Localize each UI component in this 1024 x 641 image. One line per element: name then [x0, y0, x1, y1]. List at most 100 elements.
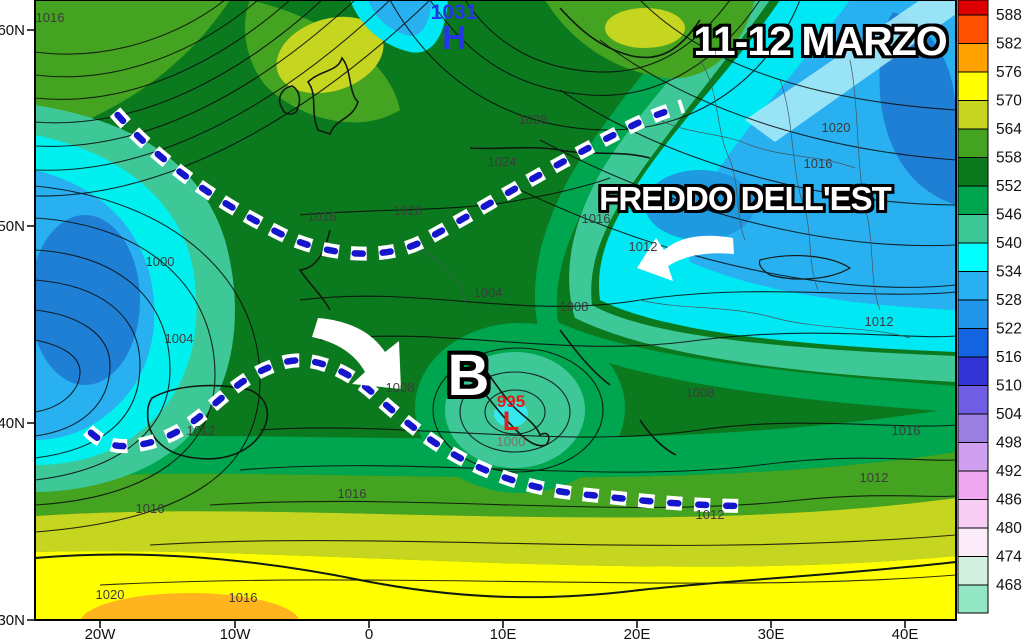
colorbar-tick-label: 582 — [996, 36, 1022, 53]
colorbar-tick-label: 570 — [996, 93, 1022, 110]
colorbar-segment — [957, 470, 989, 500]
colorbar-segment — [957, 413, 989, 443]
colorbar-segment — [957, 356, 989, 386]
lon-axis-label: 10E — [490, 626, 517, 641]
colorbar-segment — [957, 100, 989, 130]
southwest-flow-arrow — [312, 318, 401, 389]
contour-label: 1000 — [146, 254, 175, 269]
contour-label: 1016 — [308, 209, 337, 224]
contour-label: 1020 — [96, 587, 125, 602]
low-pressure-value: 995 — [496, 392, 526, 411]
colorbar-tick-label: 480 — [996, 520, 1022, 537]
contour-label: 1016 — [36, 10, 65, 25]
colorbar-segment — [957, 0, 989, 16]
contour-label: 1020 — [394, 203, 423, 218]
contour-label: 1008 — [686, 385, 715, 400]
colorbar-segment — [957, 43, 989, 73]
geopotential-colorbar: 588 582 576 570 564 558 552 546 540 534 528 522 516 5… — [957, 0, 1022, 614]
isobar-contour-lines — [35, 0, 956, 586]
contour-label: 1016 — [338, 486, 367, 501]
lon-axis-label: 20E — [624, 626, 651, 641]
high-pressure-symbol: H — [442, 19, 466, 56]
colorbar-segment — [957, 214, 989, 244]
colorbar-tick-label: 564 — [996, 121, 1022, 138]
colorbar-segment — [957, 299, 989, 329]
lat-axis-label: 60N — [0, 22, 25, 39]
colorbar-tick-label: 576 — [996, 64, 1022, 81]
contour-label: 1016 — [804, 156, 833, 171]
lon-axis-label: 10W — [220, 626, 252, 641]
contour-label: 1004 — [474, 285, 503, 300]
contour-label: 1012 — [860, 470, 889, 485]
colorbar-tick-label: 474 — [996, 549, 1022, 566]
colorbar-segment — [957, 556, 989, 586]
colorbar-segment — [957, 242, 989, 272]
low-pressure-symbol: L — [502, 406, 520, 436]
contour-value-labels: 1016 1000 1004 1012 1016 1020 1016 1016 1016 1020… — [36, 10, 921, 605]
lon-axis-label: 0 — [365, 626, 373, 641]
colorbar-segment — [957, 527, 989, 557]
jet-stream-dashed-lines — [83, 99, 754, 513]
map-frame — [34, 0, 957, 621]
contour-label: 1020 — [822, 120, 851, 135]
colorbar-tick-label: 558 — [996, 150, 1022, 167]
colorbar-segment — [957, 271, 989, 301]
lon-axis-label: 20W — [85, 626, 117, 641]
country-borders — [419, 59, 911, 339]
axis-ticks-and-labels: 60N 50N 40N 30N 20W 10W 0 10E 20E 30E 40E — [0, 22, 918, 641]
colorbar-segment — [957, 157, 989, 187]
lat-axis-label: 50N — [0, 218, 25, 235]
colorbar-tick-label: 534 — [996, 264, 1022, 281]
contour-label: 1016 — [229, 590, 258, 605]
low-pressure-letter: B — [447, 343, 490, 408]
colorbar-segment — [957, 499, 989, 529]
colorbar-segment — [957, 128, 989, 158]
contour-label: 1012 — [696, 507, 725, 522]
colorbar-tick-label: 516 — [996, 349, 1022, 366]
colorbar-segment — [957, 328, 989, 358]
contour-label: 1008 — [560, 299, 589, 314]
contour-label: 1008 — [386, 380, 415, 395]
contour-label: 1012 — [187, 423, 216, 438]
colorbar-tick-label: 528 — [996, 292, 1022, 309]
colorbar-tick-label: 510 — [996, 378, 1022, 395]
contour-label: 1016 — [892, 423, 921, 438]
contour-label: 1004 — [165, 331, 194, 346]
colorbar-segment — [957, 442, 989, 472]
contour-label: 1012 — [865, 314, 894, 329]
high-pressure-marker: 1031 H — [418, 2, 490, 54]
flow-arrows — [312, 235, 734, 389]
lat-axis-label: 30N — [0, 612, 25, 629]
jet-line-lower-blue — [84, 357, 754, 510]
contour-label: 1016 — [136, 501, 165, 516]
jet-line-upper-blue — [111, 102, 687, 257]
lon-axis-label: 30E — [758, 626, 785, 641]
high-pressure-value: 1031 — [430, 1, 478, 24]
coastlines — [35, 7, 956, 599]
low-pressure-sub-value: 1000 — [496, 434, 526, 449]
colorbar-segment — [957, 385, 989, 415]
colorbar-segment — [957, 584, 989, 614]
colorbar-tick-label: 546 — [996, 207, 1022, 224]
colorbar-tick-label: 486 — [996, 492, 1022, 509]
colorbar-tick-label: 522 — [996, 321, 1022, 338]
contour-label: 1012 — [629, 239, 658, 254]
low-pressure-marker: 995 L 1000 — [481, 393, 541, 448]
colorbar-tick-label: 588 — [996, 7, 1022, 24]
colorbar-tick-label: 492 — [996, 463, 1022, 480]
colorbar-segment — [957, 71, 989, 101]
contour-label: 1024 — [488, 154, 517, 169]
contour-label: 1016 — [582, 211, 611, 226]
east-cold-flow-arrow — [637, 235, 734, 281]
colorbar-tick-label: 498 — [996, 435, 1022, 452]
lat-axis-label: 40N — [0, 415, 25, 432]
contour-label: 1028 — [519, 112, 548, 127]
colorbar-segment — [957, 185, 989, 215]
colorbar-tick-label: 468 — [996, 577, 1022, 594]
cold-air-annotation: FREDDO DELL'EST — [599, 180, 892, 217]
map-color-fills — [35, 0, 956, 620]
colorbar-tick-label: 504 — [996, 406, 1022, 423]
lon-axis-label: 40E — [892, 626, 919, 641]
